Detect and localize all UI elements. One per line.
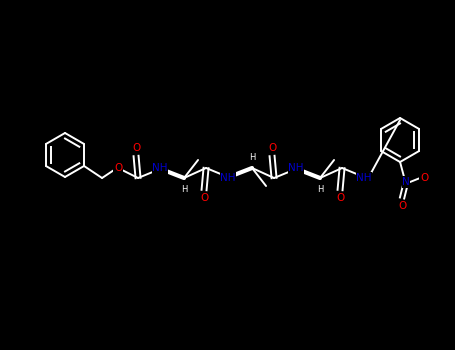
Text: O: O	[420, 173, 428, 183]
Text: H: H	[249, 153, 255, 161]
Text: O: O	[398, 201, 406, 211]
Text: NH: NH	[152, 163, 168, 173]
Text: NH: NH	[288, 163, 304, 173]
Text: O: O	[132, 143, 140, 153]
Text: NH: NH	[220, 173, 236, 183]
Text: N: N	[402, 177, 410, 187]
Text: O: O	[200, 193, 208, 203]
Text: O: O	[114, 163, 122, 173]
Text: O: O	[268, 143, 276, 153]
Text: O: O	[336, 193, 344, 203]
Text: H: H	[317, 184, 323, 194]
Text: H: H	[181, 184, 187, 194]
Text: NH: NH	[356, 173, 372, 183]
